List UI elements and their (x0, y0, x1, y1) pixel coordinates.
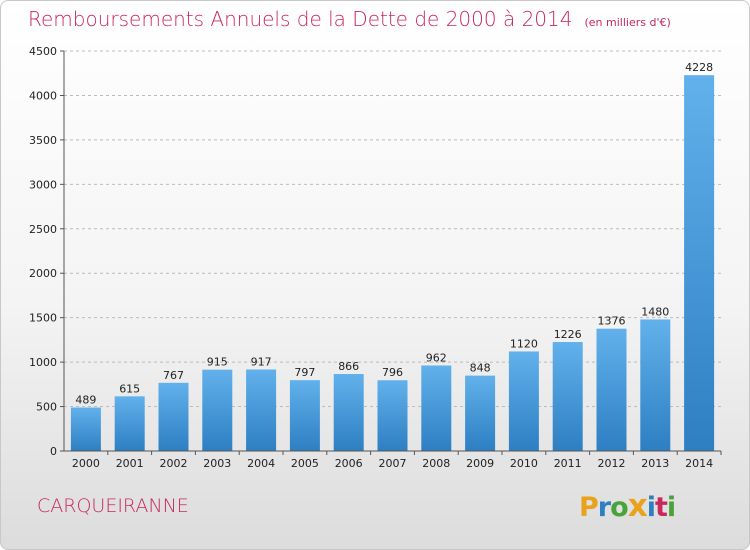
logo-letter: t (654, 492, 668, 523)
x-tick-label-2010: 2010 (510, 457, 538, 470)
x-tick-label-2012: 2012 (598, 457, 626, 470)
bar-2009 (465, 375, 496, 451)
proxiti-logo: Proxiti (579, 488, 676, 524)
value-label-2001: 615 (119, 382, 140, 395)
value-label-2011: 1226 (554, 328, 582, 341)
logo-letter: r (597, 492, 611, 523)
bar-2010 (508, 351, 539, 451)
bar-2011 (552, 342, 583, 451)
axis-layer: 0 500 1000 1500 2000 2500 3000 3500 4000 4500 2000… (29, 45, 722, 470)
logo-letter: o (610, 492, 629, 523)
value-label-2003: 915 (207, 356, 228, 369)
value-label-2005: 797 (294, 366, 315, 379)
value-label-2009: 848 (470, 362, 491, 375)
commune-name: CARQUEIRANNE (37, 495, 189, 517)
bar-2012 (596, 328, 627, 451)
value-label-2012: 1376 (598, 315, 626, 328)
x-tick-label-2000: 2000 (72, 457, 100, 470)
bar-chart: 489 615 767 915 917 797 866 796 962 848 1120 1226 13… (29, 45, 722, 470)
x-tick-label-2013: 2013 (641, 457, 669, 470)
x-tick-label-2002: 2002 (160, 457, 188, 470)
bar-layer: 489 615 767 915 917 797 866 796 962 848 1120 1226 13… (70, 61, 715, 451)
logo-letter: i (646, 492, 656, 523)
y-tick-label: 1000 (29, 356, 57, 369)
y-tick-label: 3000 (29, 178, 57, 191)
bar-2005 (289, 380, 320, 451)
y-tick-label: 4500 (29, 45, 57, 58)
y-tick-label: 4000 (29, 89, 57, 102)
y-tick-label: 0 (50, 445, 57, 458)
logo-letter: x (627, 488, 648, 524)
value-label-2008: 962 (426, 351, 447, 364)
x-tick-label-2003: 2003 (203, 457, 231, 470)
value-label-2014: 4228 (685, 61, 713, 74)
title-row: Remboursements Annuels de la Dette de 20… (28, 7, 671, 31)
x-tick-label-2009: 2009 (466, 457, 494, 470)
y-tick-label: 1500 (29, 312, 57, 325)
bar-2002 (158, 382, 189, 451)
x-tick-label-2011: 2011 (554, 457, 582, 470)
x-tick-label-2006: 2006 (335, 457, 363, 470)
x-tick-label-2007: 2007 (379, 457, 407, 470)
chart-title: Remboursements Annuels de la Dette de 20… (28, 7, 573, 31)
y-tick-label: 2000 (29, 267, 57, 280)
value-label-2007: 796 (382, 366, 403, 379)
value-label-2006: 866 (338, 360, 359, 373)
logo-letter: P (579, 492, 599, 523)
bar-2006 (333, 374, 364, 451)
value-label-2013: 1480 (641, 305, 669, 318)
bar-2004 (246, 369, 277, 451)
chart-unit: (en milliers d'€) (584, 16, 671, 29)
x-tick-label-2004: 2004 (247, 457, 275, 470)
bar-2003 (202, 369, 233, 451)
value-label-2004: 917 (251, 355, 272, 368)
x-tick-label-2014: 2014 (685, 457, 713, 470)
bar-2013 (640, 319, 671, 451)
bar-2001 (114, 396, 145, 451)
value-label-2002: 767 (163, 369, 184, 382)
bar-2014 (684, 75, 715, 451)
x-tick-label-2001: 2001 (116, 457, 144, 470)
bar-2007 (377, 380, 408, 451)
y-tick-label: 2500 (29, 223, 57, 236)
logo-letter: i (666, 492, 676, 523)
x-tick-label-2005: 2005 (291, 457, 319, 470)
y-tick-label: 500 (36, 401, 57, 414)
y-tick-label: 3500 (29, 134, 57, 147)
bar-2008 (421, 365, 452, 451)
x-tick-label-2008: 2008 (422, 457, 450, 470)
value-label-2010: 1120 (510, 337, 538, 350)
bar-2000 (70, 407, 101, 451)
value-label-2000: 489 (75, 394, 96, 407)
